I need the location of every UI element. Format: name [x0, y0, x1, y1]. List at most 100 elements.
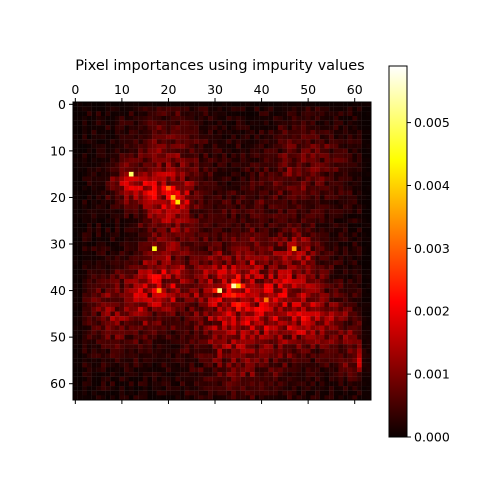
- heatmap-cell: [91, 348, 97, 354]
- heatmap-cell: [152, 362, 157, 368]
- heatmap-cell: [138, 129, 143, 135]
- heatmap-cell: [198, 171, 204, 177]
- heatmap-cell: [142, 264, 148, 270]
- heatmap-cell: [338, 241, 344, 247]
- heatmap-cell: [142, 339, 148, 345]
- heatmap-cell: [175, 334, 181, 340]
- heatmap-cell: [142, 306, 148, 312]
- heatmap-cell: [110, 227, 116, 233]
- heatmap-cell: [222, 134, 227, 140]
- heatmap-cell: [301, 278, 306, 284]
- heatmap-cell: [91, 325, 97, 331]
- heatmap-cell: [301, 241, 306, 247]
- heatmap-cell: [347, 111, 353, 117]
- heatmap-cell: [347, 320, 353, 326]
- heatmap-cell: [203, 199, 209, 205]
- heatmap-cell: [259, 213, 265, 219]
- heatmap-cell: [175, 260, 181, 266]
- heatmap-cell: [198, 176, 204, 182]
- heatmap-cell: [277, 148, 283, 154]
- heatmap-cell: [240, 157, 246, 163]
- heatmap-cell: [333, 120, 339, 126]
- heatmap-cell: [217, 344, 223, 349]
- heatmap-cell: [222, 237, 227, 242]
- heatmap-cell: [352, 148, 358, 154]
- heatmap-cell: [156, 241, 162, 247]
- heatmap-cell: [77, 143, 83, 149]
- heatmap-cell: [240, 297, 246, 303]
- heatmap-cell: [114, 111, 120, 117]
- heatmap-cell: [277, 176, 283, 182]
- heatmap-cell: [119, 181, 125, 186]
- heatmap-cell: [161, 204, 167, 210]
- heatmap-cell: [152, 237, 157, 242]
- heatmap-cell: [231, 283, 237, 289]
- heatmap-cell: [91, 241, 97, 247]
- heatmap-cell: [361, 246, 367, 252]
- heatmap-cell: [315, 181, 320, 186]
- heatmap-cell: [114, 288, 120, 294]
- heatmap-cell: [86, 344, 92, 349]
- heatmap-cell: [82, 395, 88, 401]
- heatmap-cell: [301, 292, 306, 298]
- heatmap-cell: [212, 218, 218, 224]
- heatmap-cell: [259, 362, 265, 368]
- heatmap-cell: [296, 171, 302, 177]
- heatmap-cell: [91, 204, 97, 210]
- heatmap-cell: [194, 395, 199, 401]
- heatmap-cell: [329, 129, 334, 135]
- heatmap-cell: [147, 330, 153, 335]
- heatmap-cell: [361, 316, 367, 321]
- heatmap-cell: [208, 311, 213, 317]
- heatmap-cell: [142, 297, 148, 303]
- heatmap-cell: [114, 297, 120, 303]
- heatmap-cell: [170, 278, 176, 284]
- heatmap-cell: [166, 115, 171, 121]
- heatmap-cell: [319, 237, 325, 242]
- heatmap-cell: [338, 213, 344, 219]
- heatmap-cell: [245, 306, 251, 312]
- heatmap-cell: [226, 251, 232, 256]
- heatmap-cell: [249, 185, 255, 191]
- heatmap-cell: [217, 367, 223, 373]
- heatmap-cell: [142, 269, 148, 275]
- heatmap-cell: [114, 153, 120, 159]
- heatmap-cell: [263, 320, 269, 326]
- heatmap-cell: [156, 185, 162, 191]
- heatmap-cell: [91, 283, 97, 289]
- heatmap-cell: [105, 209, 111, 214]
- heatmap-cell: [231, 134, 237, 140]
- heatmap-cell: [217, 362, 223, 368]
- heatmap-cell: [305, 264, 311, 270]
- heatmap-cell: [263, 157, 269, 163]
- heatmap-cell: [329, 162, 334, 168]
- heatmap-cell: [222, 381, 227, 387]
- heatmap-cell: [175, 288, 181, 294]
- heatmap-cell: [315, 139, 320, 145]
- heatmap-cell: [170, 139, 176, 145]
- heatmap-cell: [128, 264, 134, 270]
- heatmap-cell: [128, 297, 134, 303]
- heatmap-cell: [361, 274, 367, 280]
- heatmap-cell: [240, 306, 246, 312]
- heatmap-cell: [189, 278, 195, 284]
- heatmap-cell: [291, 302, 297, 308]
- heatmap-cell: [114, 390, 120, 396]
- heatmap-cell: [301, 376, 306, 382]
- heatmap-cell: [249, 330, 255, 335]
- heatmap-cell: [166, 176, 171, 182]
- heatmap-cell: [142, 223, 148, 228]
- heatmap-cell: [282, 269, 288, 275]
- heatmap-cell: [296, 251, 302, 256]
- heatmap-cell: [147, 134, 153, 140]
- heatmap-cell: [366, 148, 372, 154]
- heatmap-cell: [133, 195, 139, 200]
- heatmap-cell: [245, 129, 251, 135]
- heatmap-cell: [343, 302, 348, 308]
- heatmap-cell: [189, 316, 195, 321]
- heatmap-cell: [319, 372, 325, 377]
- heatmap-cell: [347, 278, 353, 284]
- heatmap-cell: [329, 320, 334, 326]
- heatmap-cell: [291, 367, 297, 373]
- heatmap-cell: [128, 376, 134, 382]
